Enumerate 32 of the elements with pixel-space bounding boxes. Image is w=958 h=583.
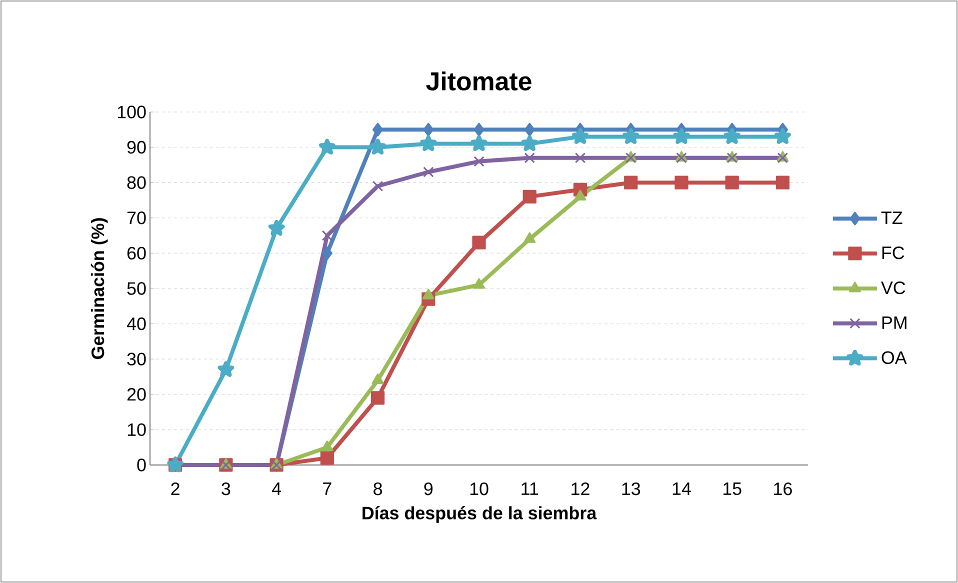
y-tick-label: 60 — [127, 246, 146, 260]
y-tick-label: 70 — [127, 212, 146, 224]
legend-label: FC — [882, 246, 904, 260]
x-tick-label: 3 — [222, 482, 230, 496]
x-tick-label: 12 — [572, 482, 590, 496]
x-axis-title: Días después de la siembra — [362, 506, 597, 523]
x-tick-label: 16 — [774, 482, 792, 496]
x-tick-label: 11 — [522, 482, 538, 495]
y-tick-label: 40 — [126, 317, 146, 330]
y-tick-label: 50 — [127, 282, 146, 295]
x-tick-label: 15 — [723, 482, 742, 496]
y-tick-label: 20 — [127, 388, 146, 401]
x-tick-label: 2 — [171, 482, 180, 496]
x-tick-label: 7 — [323, 482, 332, 495]
x-tick-label: 13 — [622, 482, 640, 496]
x-tick-label: 9 — [424, 482, 433, 496]
legend-label: VC — [881, 281, 906, 294]
x-tick-label: 14 — [672, 482, 691, 495]
y-tick-label: 30 — [127, 352, 146, 366]
y-tick-label: 100 — [118, 106, 146, 118]
y-tick-label: 90 — [127, 140, 146, 154]
y-tick-label: 10 — [128, 423, 146, 436]
y-tick-label: 80 — [127, 176, 146, 189]
y-tick-label: 0 — [137, 458, 146, 472]
x-tick-label: 4 — [272, 482, 282, 495]
legend-label: OA — [882, 351, 907, 364]
x-tick-label: 10 — [470, 482, 488, 496]
legend-label: PM — [882, 316, 906, 329]
x-tick-label: 8 — [374, 482, 382, 496]
legend-label: TZ — [881, 212, 902, 224]
chart-title: Jitomate — [426, 71, 532, 90]
y-axis-title: Germinación (%) — [90, 218, 108, 359]
